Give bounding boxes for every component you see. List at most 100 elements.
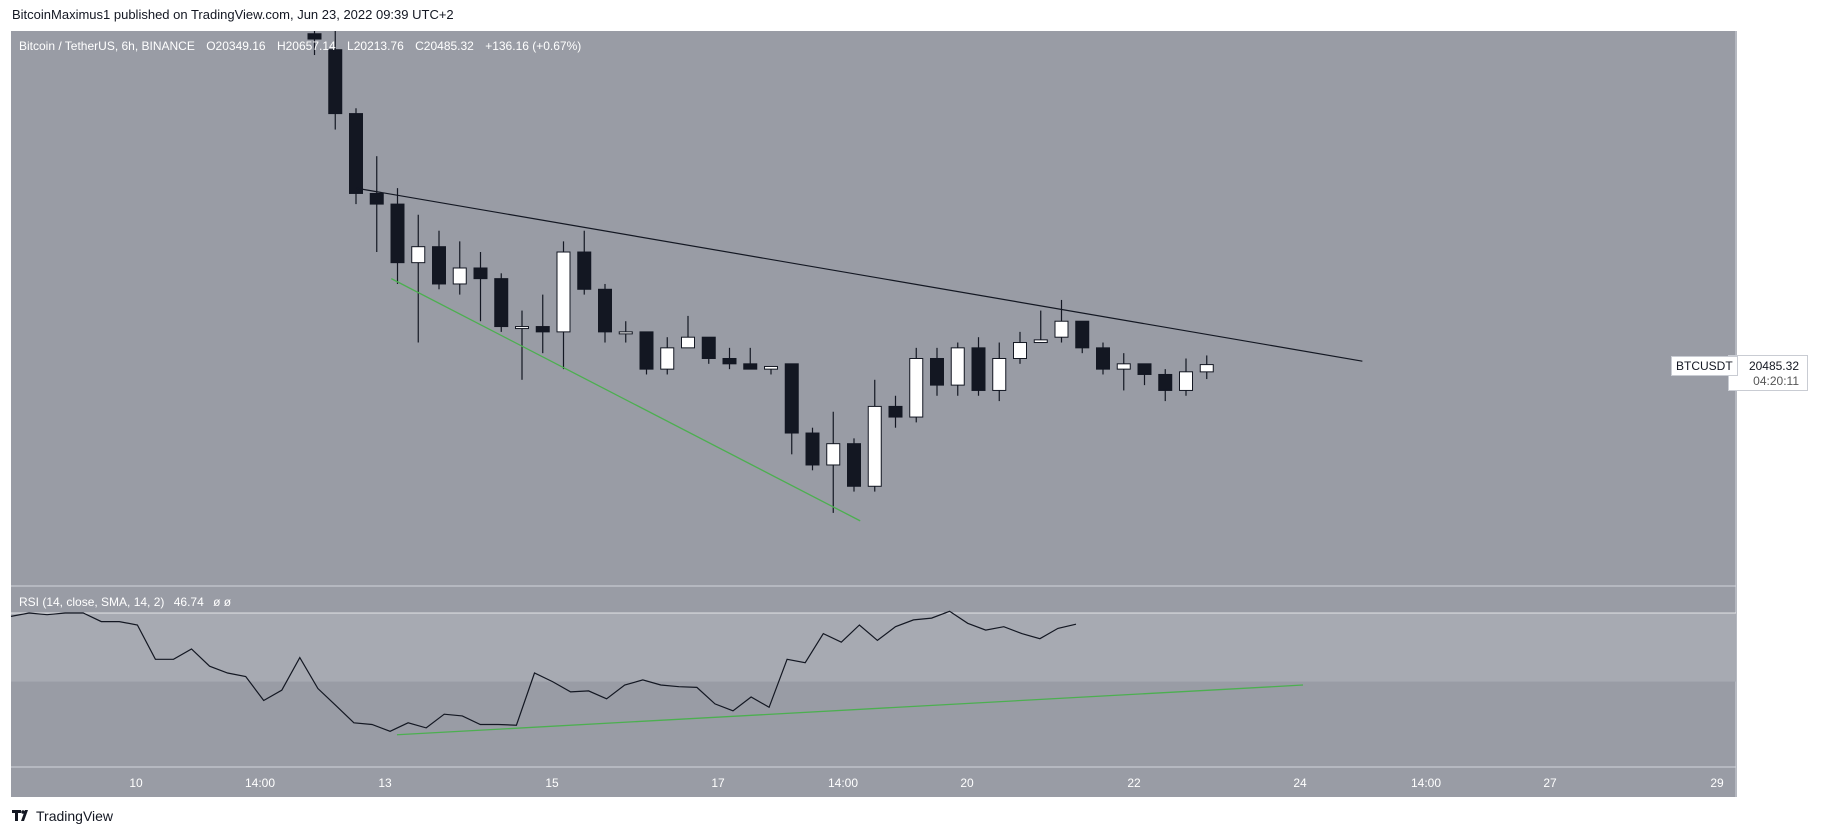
candle-bull [515, 326, 529, 330]
price-tick: 18000.00 [1748, 489, 1799, 503]
rsi-tick: 10.00 [1748, 744, 1779, 758]
candle-bull [826, 443, 841, 466]
candle-bear [349, 113, 363, 194]
rsi-line [10, 610, 1077, 732]
candle-bull [950, 347, 965, 386]
open-label: O [206, 39, 216, 53]
candle-bull [1033, 339, 1048, 344]
low-label: L [347, 39, 354, 53]
candle-bear [971, 347, 986, 391]
rsi-tick: 40.00 [1748, 641, 1779, 655]
open-value: 20349.16 [215, 39, 266, 53]
time-tick: 15 [545, 776, 559, 790]
time-tick: 10 [129, 776, 143, 790]
published-header: BitcoinMaximus1 published on TradingView… [12, 7, 454, 22]
candle-bull [867, 405, 882, 487]
time-tick: 22 [1127, 776, 1141, 790]
candle-bear [888, 405, 903, 418]
change-value: +136.16 (+0.67%) [485, 39, 582, 53]
low-value: 20213.76 [353, 39, 404, 53]
high-label: H [276, 39, 286, 53]
candle-bull [411, 246, 426, 264]
time-tick: 27 [1543, 776, 1557, 790]
candle-bear [598, 288, 612, 333]
candle-bear [1075, 320, 1090, 349]
price-tick: 26000.00 [1748, 64, 1799, 78]
candle-bear [369, 192, 384, 205]
rsi-title[interactable]: RSI (14, close, SMA, 14, 2) [19, 595, 165, 609]
candle-bear [535, 326, 550, 333]
candle-bull [1116, 363, 1131, 370]
candle-bear [473, 267, 488, 280]
rsi-tick: 30.00 [1748, 675, 1779, 689]
candle-bear [701, 336, 716, 359]
candle-bull [681, 336, 695, 349]
candle-bull [660, 347, 675, 370]
candles-group [307, 31, 1214, 513]
time-tick: 20 [960, 776, 974, 790]
time-tick: 24 [1293, 776, 1307, 790]
tradingview-logo-icon [12, 809, 32, 825]
footer-brand[interactable]: TradingView [12, 808, 113, 825]
footer-brand-text: TradingView [36, 808, 114, 824]
time-tick: 13 [378, 776, 392, 790]
candle-bear [1158, 373, 1173, 391]
price-tick: 24000.00 [1748, 170, 1799, 184]
symbol-legend[interactable]: Bitcoin / TetherUS, 6h, BINANCE O20349.1… [19, 39, 581, 53]
rsi-legend[interactable]: RSI (14, close, SMA, 14, 2) 46.74 ø ø [19, 595, 231, 609]
rsi-tick: 50.00 [1748, 606, 1779, 620]
candle-bull [1054, 320, 1069, 338]
candle-bear [743, 363, 758, 370]
candle-bull [1013, 342, 1027, 359]
symbol-tag: BTCUSDT [1671, 356, 1738, 376]
close-label: C [415, 39, 424, 53]
candle-bull [992, 357, 1007, 391]
countdown-value: 04:20:11 [1753, 374, 1799, 388]
time-tick: 14:00 [244, 776, 276, 790]
candle-bull [452, 267, 467, 285]
rsi-tick: 20.00 [1748, 709, 1779, 723]
candle-bear [847, 443, 861, 487]
time-tick: 14:00 [827, 776, 859, 790]
price-tick: 21000.00 [1748, 329, 1799, 343]
candle-bear [390, 203, 405, 264]
last-price-value: 20485.32 [1748, 359, 1799, 373]
candle-bull [618, 331, 633, 335]
rsi-extra: ø ø [213, 595, 232, 609]
time-tick: 29 [1710, 776, 1724, 790]
close-value: 20485.32 [423, 39, 474, 53]
high-value: 20657.14 [285, 39, 336, 53]
candle-bear [639, 331, 654, 370]
candle-bear [1137, 363, 1152, 375]
price-tick: 22000.00 [1748, 276, 1799, 290]
candle-bear [805, 432, 820, 466]
candle-bear [577, 251, 592, 290]
candle-bear [307, 33, 322, 40]
candle-bear [722, 357, 737, 365]
candle-bull [1179, 371, 1193, 391]
candle-bear [432, 246, 446, 285]
price-tick: 17000.00 [1748, 542, 1799, 556]
candle-bear [328, 49, 343, 115]
price-tick: 25000.00 [1748, 117, 1799, 131]
last-price-tag: 20485.32 04:20:11 [1728, 355, 1808, 391]
candle-bear [1096, 347, 1110, 370]
currency-label: USDT [1748, 36, 1781, 50]
rsi-value: 46.74 [173, 595, 204, 609]
time-tick: 17 [711, 776, 725, 790]
rsi-bullish-divergence-line [396, 684, 1304, 736]
rsi-band [11, 613, 1736, 682]
candle-bear [784, 363, 799, 434]
candle-bull [556, 251, 571, 333]
descending-resistance-line [355, 187, 1363, 362]
descending-support-line [390, 278, 861, 522]
time-tick: 14:00 [1410, 776, 1442, 790]
candle-bear [494, 278, 509, 328]
price-tick: 23000.00 [1748, 223, 1799, 237]
candle-bear [930, 357, 944, 386]
symbol-title[interactable]: Bitcoin / TetherUS, 6h, BINANCE [19, 39, 195, 53]
candle-bull [1199, 364, 1214, 373]
price-tick: 19000.00 [1748, 436, 1799, 450]
candle-bull [909, 357, 924, 418]
